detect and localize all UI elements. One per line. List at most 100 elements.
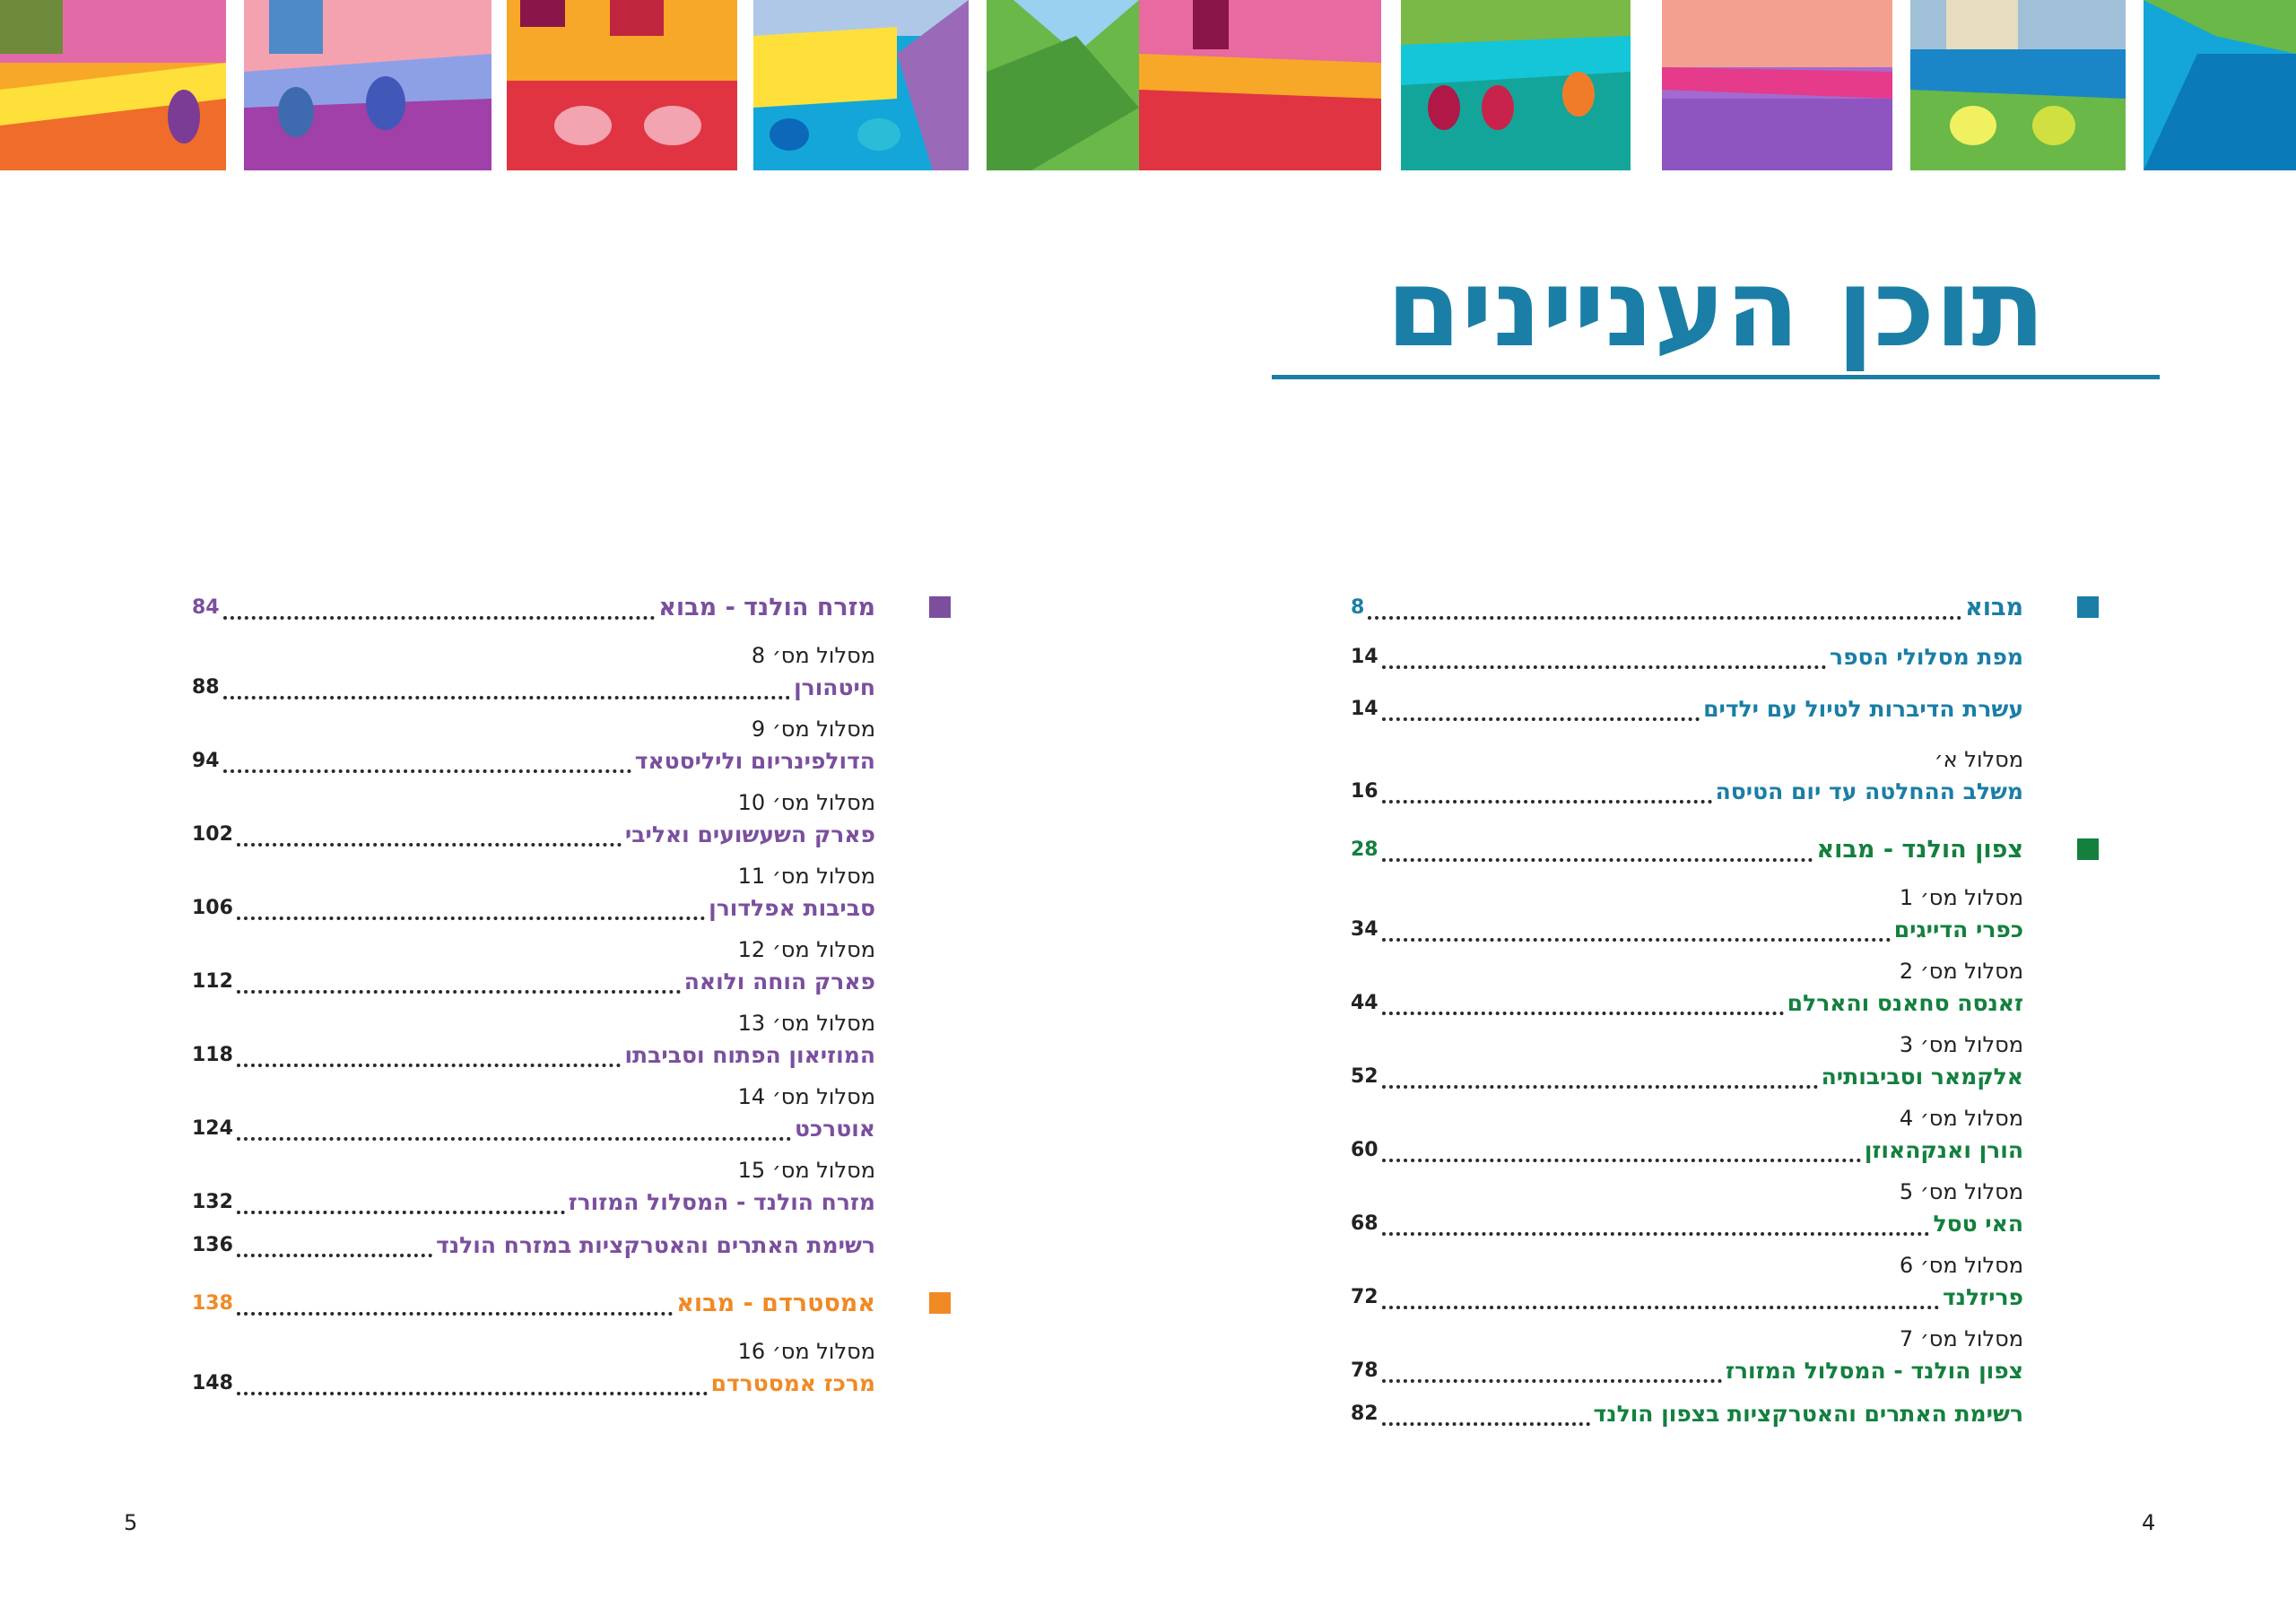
dot-leader (236, 1186, 565, 1214)
page-number: 14 (1351, 697, 1378, 720)
toc-entry-row[interactable]: האי טסל 68 (1351, 1207, 2023, 1239)
toc-entry-row[interactable]: מרכז אמסטרדם 148 (192, 1367, 875, 1399)
toc-entry: מסלול מס׳ 8 חיטהורן 88 (192, 640, 875, 703)
entry-title[interactable]: הורן ואנקהאוזן (1864, 1136, 2023, 1163)
toc-entry: מסלול מס׳ 7 צפון הולנד - המסלול המזורז 78 (1351, 1324, 2023, 1386)
entry-title[interactable]: חיטהורן (794, 673, 875, 700)
toc-entry-row[interactable]: זאנסה סחאנס והארלם 44 (1351, 986, 2023, 1019)
entry-title[interactable]: המוזיאון הפתוח וסביבתו (624, 1041, 875, 1068)
page-number: 34 (1351, 917, 1378, 941)
entry-title[interactable]: האי טסל (1933, 1210, 2023, 1237)
page-number: 84 (192, 595, 220, 619)
section-title[interactable]: צפון הולנד - מבוא (1816, 835, 2023, 864)
dot-leader (1381, 833, 1813, 862)
dot-leader (222, 744, 631, 773)
route-number: מסלול מס׳ 3 (1899, 1032, 2023, 1057)
toc-section-heading: מזרח הולנד - מבוא 84 (192, 585, 951, 630)
toc-entry: רשימת האתרים והאטרקציות בצפון הולנד 82 (1351, 1397, 2023, 1429)
toc-entry-row[interactable]: צפון הולנד - המסלול המזורז 78 (1351, 1354, 2023, 1386)
toc-entry-row[interactable]: פארק השעשועים ואליבי 102 (192, 818, 875, 850)
toc-entry: מסלול מס׳ 1 כפרי הדייגים 34 (1351, 882, 2023, 945)
dot-leader (1381, 1207, 1930, 1236)
entry-title[interactable]: זאנסה סחאנס והארלם (1787, 989, 2023, 1016)
toc-entry-row[interactable]: כפרי הדייגים 34 (1351, 913, 2023, 945)
entry-title[interactable]: עשרת הדיברות לטיול עם ילדים (1703, 695, 2023, 722)
toc-entry-row[interactable]: רשימת האתרים והאטרקציות בצפון הולנד 82 (1351, 1397, 2023, 1429)
entry-title[interactable]: פארק הוחה ולואה (683, 968, 875, 995)
dot-leader (1381, 1060, 1818, 1089)
dot-leader (236, 1229, 433, 1257)
entry-title[interactable]: משלב ההחלטה עד יום הטיסה (1715, 777, 2023, 804)
page-number: 112 (192, 969, 233, 993)
section-marker-square (2077, 596, 2099, 618)
entry-title[interactable]: מזרח הולנד - המסלול המזורז (568, 1188, 875, 1215)
dot-leader (1381, 692, 1700, 721)
entry-title[interactable]: מפת מסלולי הספר (1830, 643, 2023, 670)
dot-leader (1368, 591, 1962, 620)
route-number: מסלול מס׳ 1 (1899, 885, 2023, 910)
entry-title[interactable]: סביבות אפלדורן (709, 894, 875, 921)
toc-section-heading: מבוא 8 (1351, 585, 2099, 630)
toc-entry-row[interactable]: הורן ואנקהאוזן 60 (1351, 1134, 2023, 1166)
dot-leader (1381, 986, 1784, 1015)
toc-entry-row[interactable]: משלב ההחלטה עד יום הטיסה 16 (1351, 775, 2023, 807)
page-number: 44 (1351, 991, 1378, 1014)
toc-entry-row[interactable]: המוזיאון הפתוח וסביבתו 118 (192, 1038, 875, 1071)
toc-entry-row[interactable]: פריזלנד 72 (1351, 1281, 2023, 1313)
toc-entry-row[interactable]: אלקמאר וסביבותיה 52 (1351, 1060, 2023, 1092)
toc-entry: מסלול א׳ משלב ההחלטה עד יום הטיסה 16 (1351, 744, 2023, 807)
page-number: 52 (1351, 1064, 1378, 1088)
toc-entry-row[interactable]: פארק הוחה ולואה 112 (192, 965, 875, 997)
entry-title[interactable]: אוטרכט (795, 1115, 875, 1142)
dot-leader (236, 891, 706, 920)
section-marker-square (929, 1292, 951, 1314)
route-number: מסלול מס׳ 11 (737, 864, 875, 889)
toc-entry: מסלול מס׳ 4 הורן ואנקהאוזן 60 (1351, 1103, 2023, 1166)
toc-entry: מסלול מס׳ 13 המוזיאון הפתוח וסביבתו 118 (192, 1008, 875, 1071)
section-title[interactable]: מבוא (1965, 593, 2023, 621)
page-number: 16 (1351, 779, 1378, 803)
page-number: 28 (1351, 838, 1378, 861)
entry-title[interactable]: מרכז אמסטרדם (710, 1369, 875, 1396)
section-heading-row[interactable]: מזרח הולנד - מבוא 84 (192, 591, 875, 623)
entry-title[interactable]: כפרי הדייגים (1893, 916, 2023, 942)
dot-leader (1381, 1354, 1722, 1383)
route-number: מסלול מס׳ 6 (1899, 1253, 2023, 1278)
toc-entry: מסלול מס׳ 2 זאנסה סחאנס והארלם 44 (1351, 956, 2023, 1019)
page-title: תוכן העניינים (1386, 247, 2046, 371)
page-number: 78 (1351, 1359, 1378, 1382)
section-heading-row[interactable]: מבוא 8 (1351, 591, 2023, 623)
section-marker-square (2077, 838, 2099, 860)
route-number: מסלול מס׳ 4 (1899, 1106, 2023, 1131)
entry-title[interactable]: צפון הולנד - המסלול המזורז (1725, 1357, 2023, 1384)
dot-leader (222, 671, 791, 699)
section-title[interactable]: מזרח הולנד - מבוא (658, 593, 875, 621)
route-number: מסלול מס׳ 9 (751, 717, 875, 742)
section-heading-row[interactable]: אמסטרדם - מבוא 138 (192, 1287, 875, 1319)
toc-entry-row[interactable]: רשימת האתרים והאטרקציות במזרח הולנד 136 (192, 1229, 875, 1261)
section-heading-row[interactable]: צפון הולנד - מבוא 28 (1351, 833, 2023, 865)
entry-title[interactable]: פריזלנד (1942, 1283, 2023, 1310)
dot-leader (1381, 775, 1712, 804)
toc-entry-row[interactable]: עשרת הדיברות לטיול עם ילדים 14 (1351, 692, 2023, 725)
toc-section-heading: אמסטרדם - מבוא 138 (192, 1281, 951, 1325)
page-number: 68 (1351, 1212, 1378, 1235)
entry-title[interactable]: פארק השעשועים ואליבי (624, 821, 875, 847)
route-number: מסלול מס׳ 16 (737, 1339, 875, 1364)
page-number: 136 (192, 1233, 233, 1256)
toc-entry-row[interactable]: אוטרכט 124 (192, 1112, 875, 1144)
route-number: מסלול מס׳ 10 (737, 790, 875, 815)
toc-entry-row[interactable]: מפת מסלולי הספר 14 (1351, 640, 2023, 673)
entry-title[interactable]: אלקמאר וסביבותיה (1821, 1063, 2023, 1090)
entry-title[interactable]: הדולפינריום וליליסטאד (634, 747, 875, 774)
toc-entry: עשרת הדיברות לטיול עם ילדים 14 (1351, 692, 2023, 725)
toc-entry-row[interactable]: הדולפינריום וליליסטאד 94 (192, 744, 875, 777)
dot-leader (236, 1287, 674, 1316)
entry-title[interactable]: רשימת האתרים והאטרקציות במזרח הולנד (436, 1231, 875, 1258)
toc-entry-row[interactable]: חיטהורן 88 (192, 671, 875, 703)
entry-title[interactable]: רשימת האתרים והאטרקציות בצפון הולנד (1593, 1400, 2023, 1427)
toc-entry-row[interactable]: סביבות אפלדורן 106 (192, 891, 875, 924)
section-title[interactable]: אמסטרדם - מבוא (676, 1289, 875, 1317)
page-number: 82 (1351, 1402, 1378, 1425)
toc-entry-row[interactable]: מזרח הולנד - המסלול המזורז 132 (192, 1186, 875, 1218)
